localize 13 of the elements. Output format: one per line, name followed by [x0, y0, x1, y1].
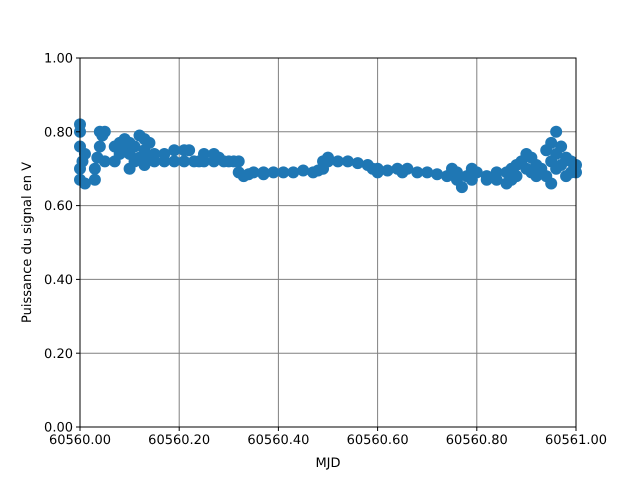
x-tick-label: 60560.20 — [148, 433, 210, 448]
x-tick-label: 60560.00 — [48, 433, 112, 448]
x-axis-title: MJD — [315, 456, 341, 471]
x-tick-label: 60560.60 — [346, 433, 409, 448]
x-tick-label: 60560.80 — [446, 433, 508, 448]
y-tick-label: 0.60 — [44, 199, 73, 214]
x-tick-label: 60561.00 — [544, 433, 608, 448]
y-axis-title: Puissance du signal en V — [20, 162, 35, 323]
y-tick-label: 0.40 — [44, 272, 73, 288]
y-tick-label: 0.20 — [44, 346, 73, 362]
y-tick-label: 0.80 — [44, 125, 73, 140]
x-tick-label: 60560.40 — [247, 433, 310, 448]
y-tick-label: 1.00 — [44, 52, 73, 67]
